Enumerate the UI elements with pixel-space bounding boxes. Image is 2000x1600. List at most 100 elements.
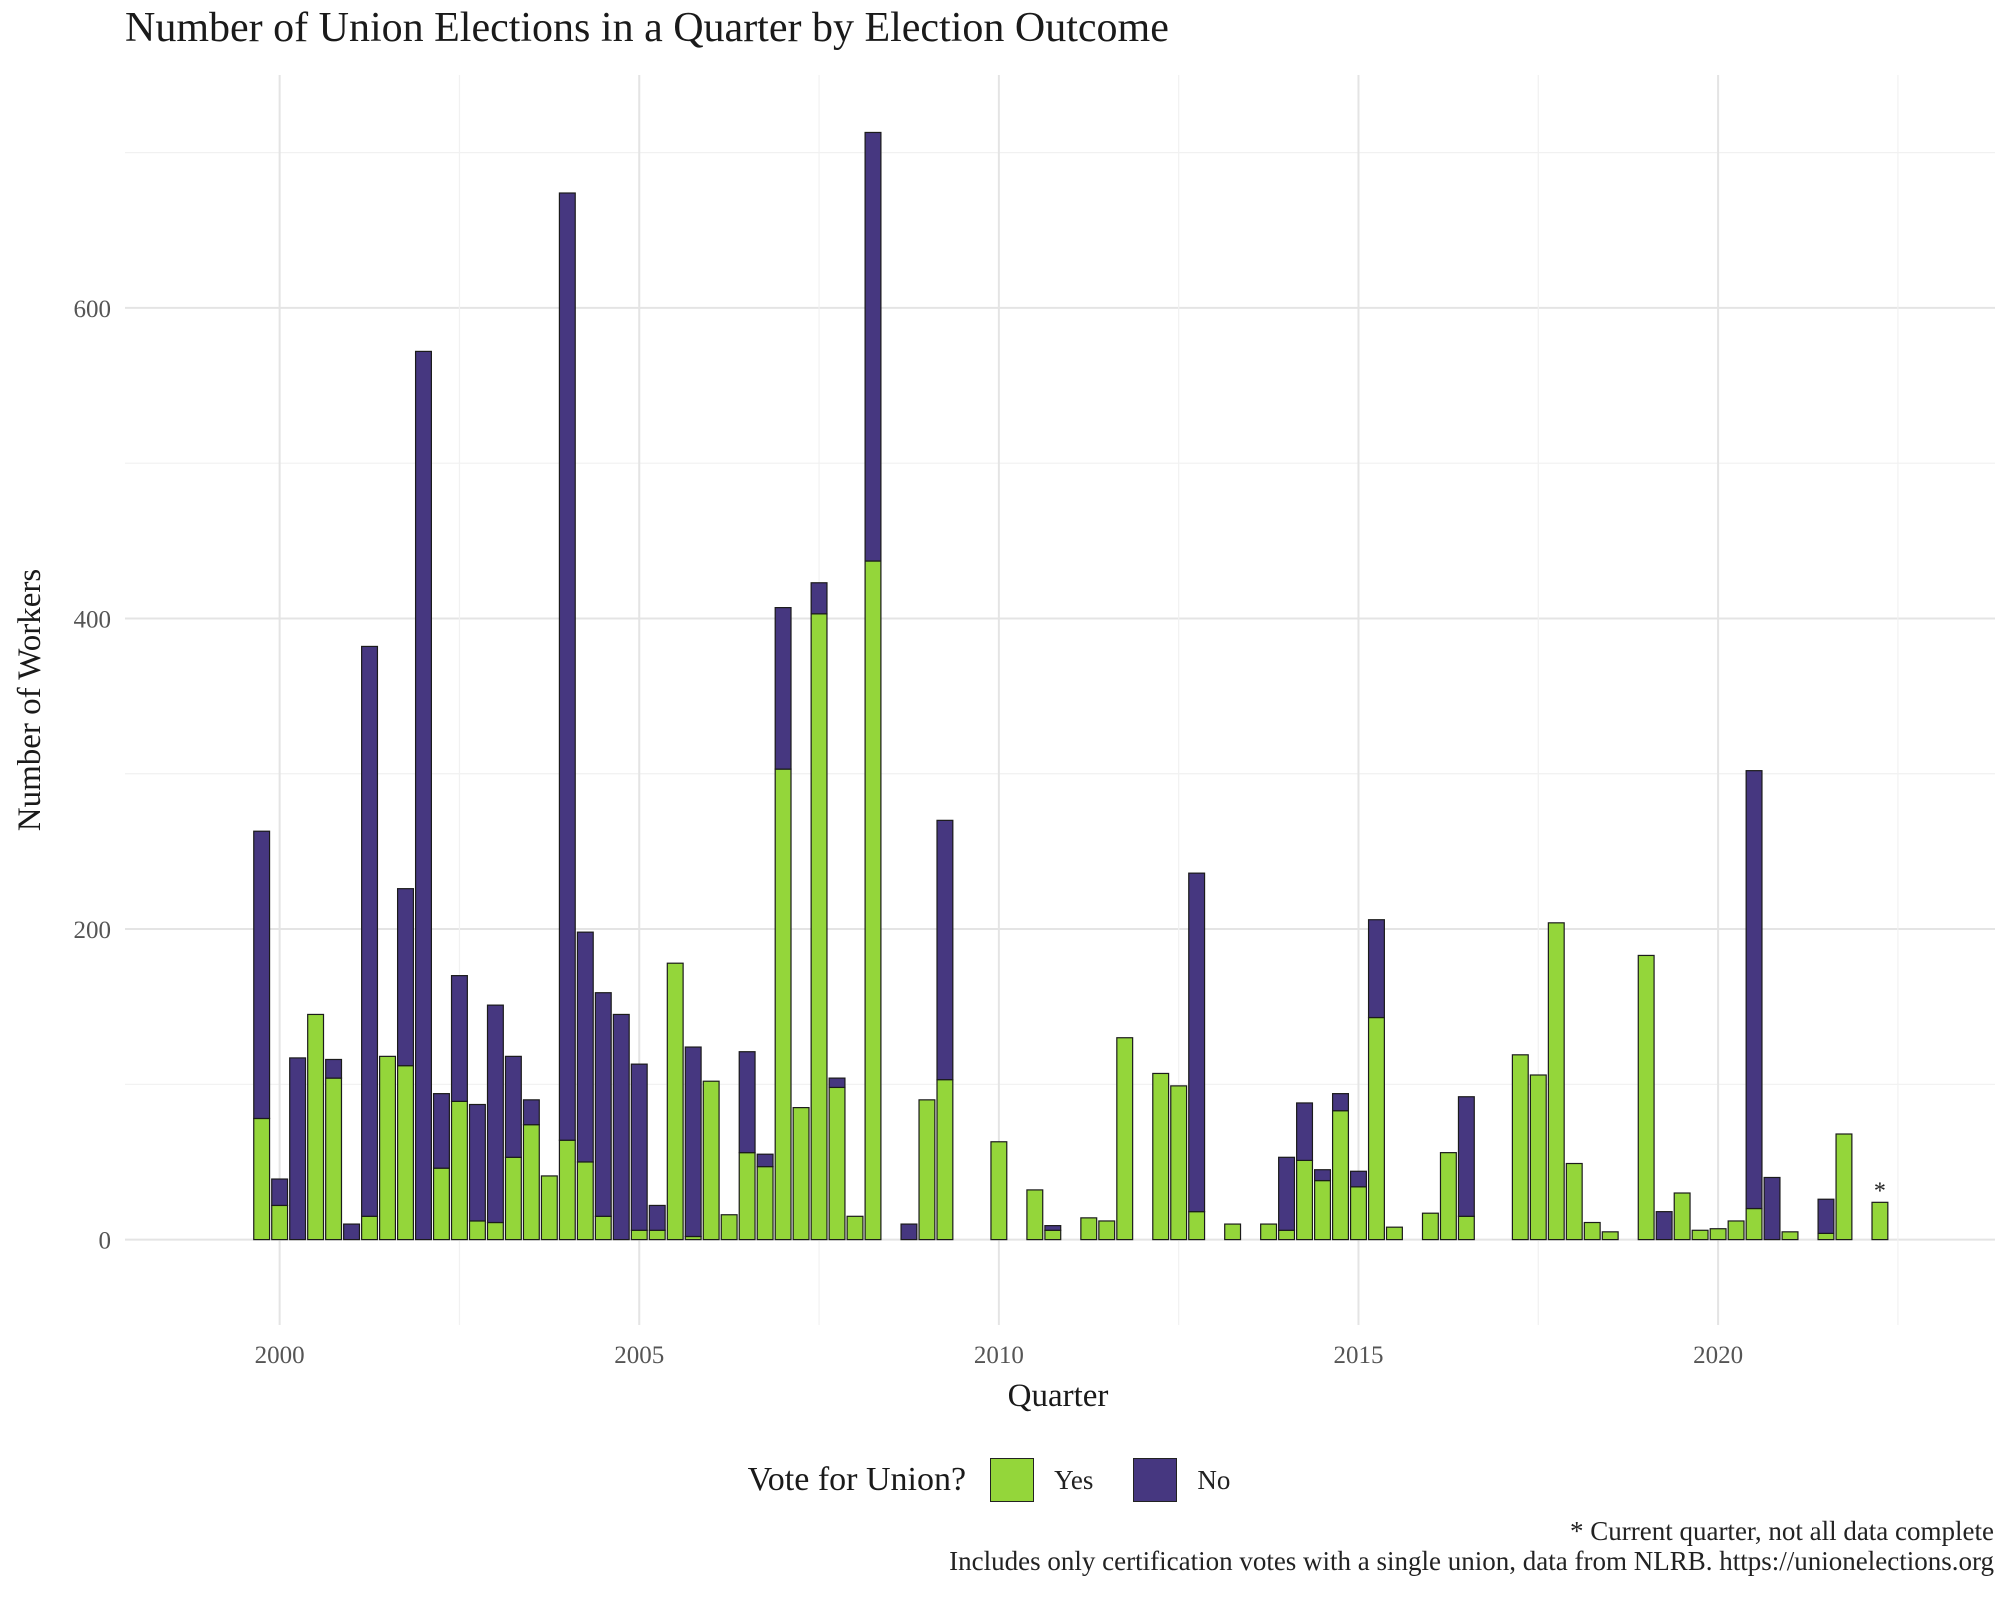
bar-yes bbox=[450, 1100, 468, 1241]
y-tick-label: 0 bbox=[99, 1228, 112, 1255]
bar-no bbox=[289, 1057, 307, 1241]
bar-yes bbox=[396, 1065, 415, 1241]
x-tick-label: 2010 bbox=[974, 1342, 1024, 1369]
bar-yes bbox=[828, 1086, 846, 1241]
legend-swatch-yes bbox=[990, 1458, 1035, 1502]
bar-yes bbox=[1367, 1016, 1385, 1241]
bar-no bbox=[271, 1178, 289, 1207]
legend-label-yes: Yes bbox=[1054, 1464, 1094, 1495]
bar-yes bbox=[1511, 1054, 1529, 1241]
bar-yes bbox=[1026, 1189, 1044, 1241]
caption: * Current quarter, not all data complete… bbox=[949, 1516, 1994, 1576]
bar-no bbox=[432, 1093, 450, 1169]
bar-no bbox=[1655, 1211, 1673, 1241]
bar-yes bbox=[648, 1229, 666, 1241]
bar-no bbox=[1349, 1170, 1367, 1188]
bar-yes bbox=[1170, 1085, 1188, 1241]
bar-yes bbox=[1781, 1231, 1799, 1241]
bar-no bbox=[756, 1153, 774, 1168]
legend: Vote for Union? Yes No bbox=[0, 1458, 2000, 1502]
bar-no bbox=[1188, 872, 1206, 1213]
bar-yes bbox=[1044, 1229, 1062, 1241]
bar-yes bbox=[1691, 1229, 1709, 1241]
bar-no bbox=[828, 1077, 846, 1089]
bar-no bbox=[1763, 1176, 1781, 1241]
bar-yes bbox=[666, 962, 684, 1241]
legend-swatch-no bbox=[1133, 1458, 1178, 1502]
bar-yes bbox=[1871, 1201, 1889, 1241]
bar-yes bbox=[1457, 1215, 1475, 1241]
bar-yes bbox=[792, 1107, 810, 1241]
bar-yes bbox=[1547, 922, 1565, 1241]
bar-yes bbox=[1565, 1162, 1583, 1241]
bar-yes bbox=[576, 1161, 594, 1241]
x-tick-label: 2020 bbox=[1693, 1342, 1743, 1369]
bar-yes bbox=[594, 1215, 612, 1241]
bar-yes bbox=[1583, 1221, 1601, 1241]
y-tick-label: 400 bbox=[74, 606, 112, 633]
bar-yes bbox=[1260, 1223, 1278, 1241]
bar-yes bbox=[1835, 1133, 1853, 1241]
bar-no bbox=[1817, 1198, 1835, 1234]
legend-title: Vote for Union? bbox=[747, 1461, 967, 1498]
bar-yes bbox=[325, 1077, 343, 1241]
bar-yes bbox=[738, 1152, 756, 1241]
bar-yes bbox=[1349, 1186, 1367, 1241]
bar-yes bbox=[774, 768, 792, 1241]
y-tick-label: 200 bbox=[74, 917, 112, 944]
bar-yes bbox=[558, 1139, 576, 1241]
bar-no bbox=[576, 931, 594, 1163]
bar-yes bbox=[1331, 1110, 1350, 1241]
y-axis-title: Number of Workers bbox=[12, 569, 48, 832]
bar-no bbox=[1296, 1102, 1314, 1162]
bar-no bbox=[630, 1063, 648, 1231]
bar-yes bbox=[810, 613, 828, 1241]
bar-no bbox=[936, 819, 954, 1081]
bar-no bbox=[414, 350, 432, 1241]
bar-yes bbox=[1385, 1226, 1403, 1241]
bar-yes bbox=[846, 1215, 864, 1241]
bar-no bbox=[684, 1046, 702, 1238]
chart-title: Number of Union Elections in a Quarter b… bbox=[125, 5, 1169, 51]
bar-no bbox=[522, 1099, 540, 1126]
bar-no bbox=[1044, 1225, 1062, 1231]
bar-yes bbox=[1529, 1074, 1547, 1241]
bar-yes bbox=[1637, 954, 1655, 1241]
bar-yes bbox=[936, 1079, 954, 1241]
bar-yes bbox=[1080, 1217, 1098, 1241]
bar-yes bbox=[1727, 1220, 1745, 1241]
bar-yes bbox=[1296, 1159, 1314, 1241]
bar-yes bbox=[1439, 1152, 1457, 1241]
bar-yes bbox=[540, 1175, 558, 1241]
bar-yes bbox=[379, 1055, 397, 1241]
bar-no bbox=[1367, 919, 1385, 1019]
bar-no bbox=[612, 1013, 630, 1241]
bar-yes bbox=[1224, 1223, 1242, 1241]
bar-no bbox=[253, 830, 271, 1120]
bar-no bbox=[361, 645, 379, 1217]
bar-no bbox=[738, 1051, 756, 1154]
bar-yes bbox=[1098, 1220, 1116, 1241]
bar-yes bbox=[1278, 1229, 1296, 1241]
bar-no bbox=[396, 888, 415, 1067]
bar-yes bbox=[1116, 1037, 1134, 1241]
bar-yes bbox=[1601, 1231, 1619, 1241]
bar-no bbox=[1745, 770, 1763, 1210]
bar-yes bbox=[1314, 1179, 1332, 1241]
bar-yes bbox=[702, 1080, 720, 1241]
x-tick-label: 2000 bbox=[255, 1342, 305, 1369]
bar-no bbox=[900, 1223, 918, 1241]
bar-no bbox=[486, 1004, 504, 1224]
bar-yes bbox=[720, 1214, 738, 1241]
bar-yes bbox=[504, 1156, 522, 1241]
bar-yes bbox=[918, 1099, 936, 1241]
bar-yes bbox=[864, 560, 882, 1241]
bar-yes bbox=[271, 1204, 289, 1241]
bar-no bbox=[774, 607, 792, 770]
bar-yes bbox=[1817, 1232, 1835, 1241]
bar-no bbox=[558, 192, 576, 1141]
bar-yes bbox=[1421, 1212, 1439, 1241]
bar-no bbox=[1457, 1096, 1475, 1217]
bar-yes bbox=[756, 1166, 774, 1241]
